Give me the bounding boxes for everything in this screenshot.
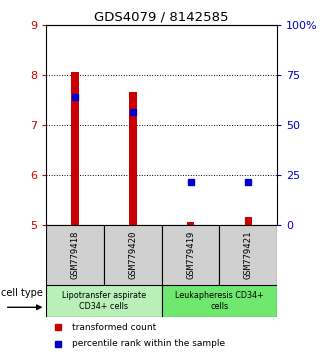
Text: Lipotransfer aspirate
CD34+ cells: Lipotransfer aspirate CD34+ cells [62,291,146,310]
Text: transformed count: transformed count [72,323,156,332]
Text: GSM779420: GSM779420 [128,231,137,279]
Bar [162,285,277,317]
Title: GDS4079 / 8142585: GDS4079 / 8142585 [94,11,229,24]
Text: GSM779419: GSM779419 [186,231,195,279]
Bar [162,225,219,285]
Bar [245,217,252,225]
Text: Leukapheresis CD34+
cells: Leukapheresis CD34+ cells [175,291,264,310]
Bar [71,72,79,225]
Bar [129,92,137,225]
Bar [46,285,162,317]
Bar [104,225,162,285]
Bar [219,225,277,285]
Text: GSM779421: GSM779421 [244,231,253,279]
Text: cell type: cell type [1,288,43,298]
Text: percentile rank within the sample: percentile rank within the sample [72,339,225,348]
Text: GSM779418: GSM779418 [71,231,80,279]
Bar [187,222,194,225]
Bar [46,225,104,285]
